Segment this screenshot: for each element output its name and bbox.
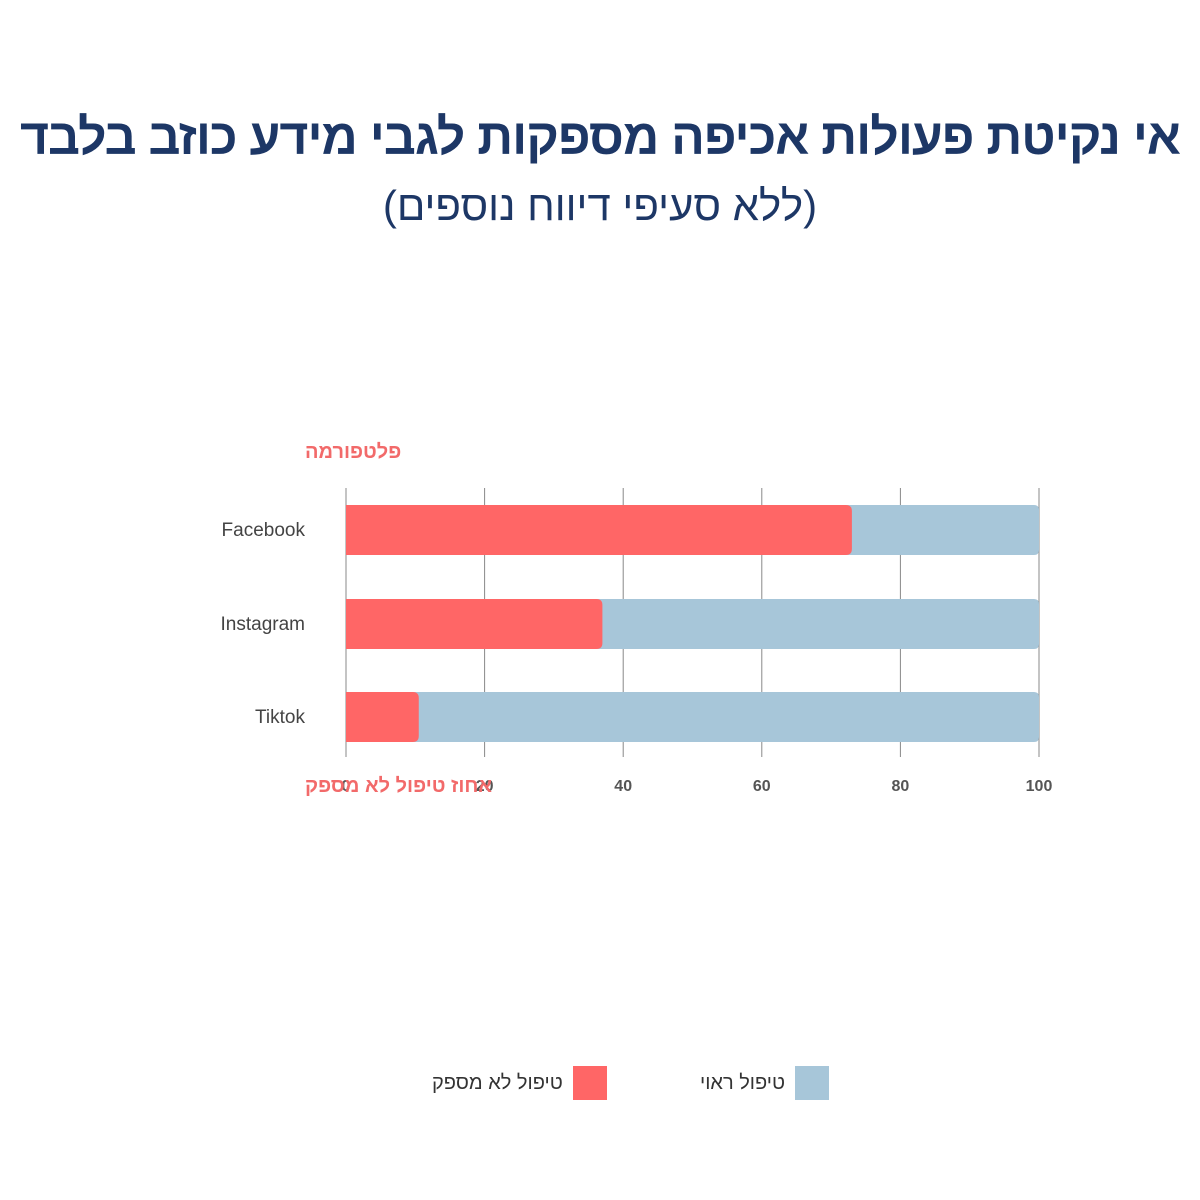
category-label-instagram: Instagram: [221, 614, 305, 635]
legend-item-adequate: טיפול ראוי: [700, 1066, 830, 1100]
legend-swatch-inadequate: [572, 1066, 607, 1100]
legend-swatch-adequate: [795, 1066, 830, 1100]
legend-label-inadequate: טיפול לא מספק: [432, 1071, 563, 1094]
x-tick-label: 20: [476, 778, 494, 795]
bar-inadequate-facebook: [346, 505, 852, 555]
bar-inadequate-tiktok: [346, 692, 419, 742]
category-label-facebook: Facebook: [222, 520, 306, 541]
x-axis-title: אחוז טיפול לא מספק: [305, 775, 492, 797]
x-tick-label: 40: [614, 778, 632, 795]
chart-title: אי נקיטת פעולות אכיפה מספקות לגבי מידע כ…: [19, 109, 1181, 165]
category-label-tiktok: Tiktok: [255, 707, 305, 728]
x-tick-label: 0: [342, 778, 351, 795]
x-tick-label: 80: [892, 778, 910, 795]
bar-adequate-tiktok: [346, 692, 1039, 742]
x-tick-label: 60: [753, 778, 771, 795]
legend-label-adequate: טיפול ראוי: [700, 1071, 786, 1094]
legend-item-inadequate: טיפול לא מספק: [432, 1066, 607, 1100]
chart-subtitle: (ללא סעיפי דיווח נוספים): [382, 182, 818, 229]
y-axis-title: פלטפורמה: [305, 441, 401, 463]
x-tick-label: 100: [1026, 778, 1053, 795]
bar-inadequate-instagram: [346, 599, 603, 649]
